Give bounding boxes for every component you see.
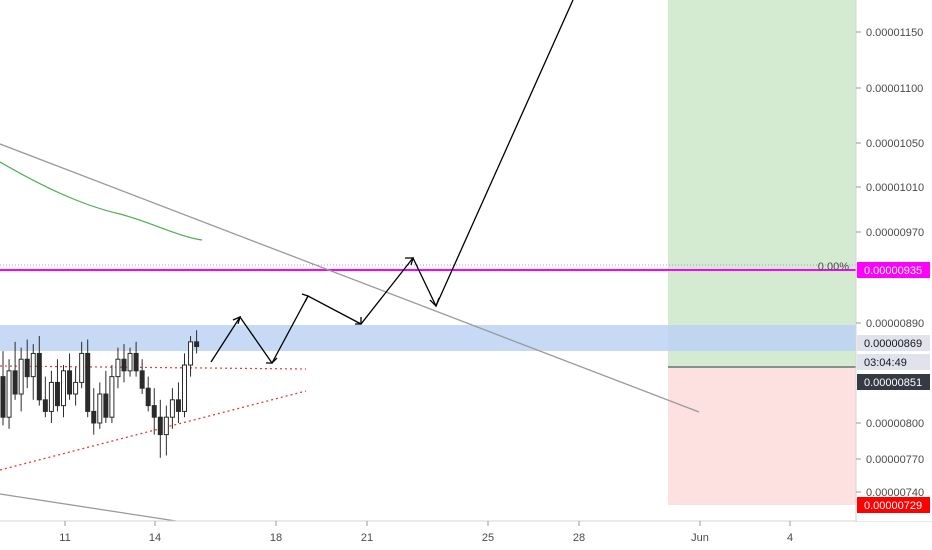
candle-body — [115, 358, 121, 378]
arrow-4 — [355, 317, 362, 325]
target-zone[interactable] — [668, 0, 856, 368]
descending-trendline[interactable] — [0, 143, 700, 413]
candle-body — [12, 370, 18, 395]
price-tag-label: 03:04:49 — [864, 357, 907, 369]
candle-body — [91, 410, 97, 424]
candles — [0, 330, 200, 458]
candle-body — [133, 352, 139, 372]
candle-body — [194, 341, 200, 347]
blue-zone[interactable] — [0, 325, 856, 351]
arrow-1 — [232, 315, 242, 325]
candle-body — [103, 393, 109, 418]
candle-body — [97, 393, 103, 424]
candle-body — [169, 399, 175, 418]
moving-average-line — [0, 161, 203, 241]
arrow-6 — [429, 297, 440, 308]
arrow-3 — [301, 293, 309, 303]
candle-body — [145, 387, 151, 407]
x-tick-label: 14 — [149, 532, 161, 544]
y-tick-label: 0.00000770 — [866, 454, 924, 466]
fib-label: 0.00% — [818, 261, 849, 273]
candle-body — [30, 352, 36, 378]
x-tick-label: 21 — [361, 532, 373, 544]
candle-body — [151, 405, 157, 418]
candle-body — [42, 399, 48, 412]
candle-body — [54, 381, 60, 407]
x-tick-label: 25 — [482, 532, 494, 544]
candle-body — [61, 370, 66, 407]
candle-body — [188, 341, 194, 366]
candle-body — [18, 358, 24, 395]
x-tick-label: Jun — [691, 532, 709, 544]
candle-body — [139, 370, 145, 389]
price-tag-label: 0.00000935 — [864, 265, 922, 277]
arrow-5 — [405, 257, 414, 266]
x-axis-ticks: 11 14 18 21 25 28 Jun 4 — [59, 521, 793, 544]
candle-body — [6, 370, 12, 418]
time-axis[interactable] — [0, 522, 932, 550]
y-tick-label: 0.00001050 — [866, 138, 924, 150]
price-tag-bg — [857, 262, 930, 278]
candle-body — [182, 364, 187, 412]
price-tag-label: 0.00000729 — [864, 500, 922, 512]
candle-body — [0, 376, 6, 418]
price-axis[interactable] — [857, 0, 932, 521]
y-tick-label: 0.00000970 — [866, 227, 924, 239]
price-tag-label: 0.00000851 — [864, 377, 922, 389]
price-tag-bg — [857, 497, 930, 513]
candle-body — [109, 376, 115, 418]
y-tick-label: 0.00001010 — [866, 182, 924, 194]
candle-body — [127, 352, 133, 372]
candle-body — [48, 381, 54, 412]
y-tick-label: 0.00000740 — [866, 487, 924, 499]
candle-body — [36, 352, 42, 401]
candle-body — [73, 381, 79, 395]
candle-body — [157, 416, 163, 436]
stop-zone[interactable] — [668, 368, 856, 505]
x-tick-label: 4 — [787, 532, 793, 544]
price-tag-bg — [857, 354, 930, 370]
projection-path[interactable] — [210, 0, 574, 365]
price-tag-bg — [857, 374, 930, 390]
candle-body — [67, 370, 73, 395]
price-tags: 0.00000935 0.00000869 03:04:49 0.00000851 0.… — [857, 262, 930, 513]
x-tick-label: 11 — [59, 532, 70, 544]
lower-trendline[interactable] — [0, 493, 177, 522]
x-tick-label: 28 — [573, 532, 585, 544]
candle-body — [24, 358, 30, 378]
candle-body — [175, 399, 181, 412]
candle-body — [79, 352, 85, 383]
candle-body — [121, 358, 127, 372]
arrow-2 — [266, 357, 278, 364]
y-tick-label: 0.00001100 — [866, 83, 923, 95]
candle-body — [163, 416, 169, 436]
y-tick-label: 0.00000890 — [866, 318, 924, 330]
price-tag-bg — [857, 335, 930, 351]
y-tick-label: 0.00001150 — [866, 27, 923, 39]
candle-body — [85, 352, 91, 412]
x-tick-label: 18 — [270, 532, 282, 544]
y-axis-ticks: 0.00001150 0.00001100 0.00001050 0.00001010… — [856, 27, 924, 499]
resistance-dotted[interactable] — [0, 365, 307, 370]
price-tag-label: 0.00000869 — [864, 338, 922, 350]
y-tick-label: 0.00000800 — [866, 418, 924, 430]
